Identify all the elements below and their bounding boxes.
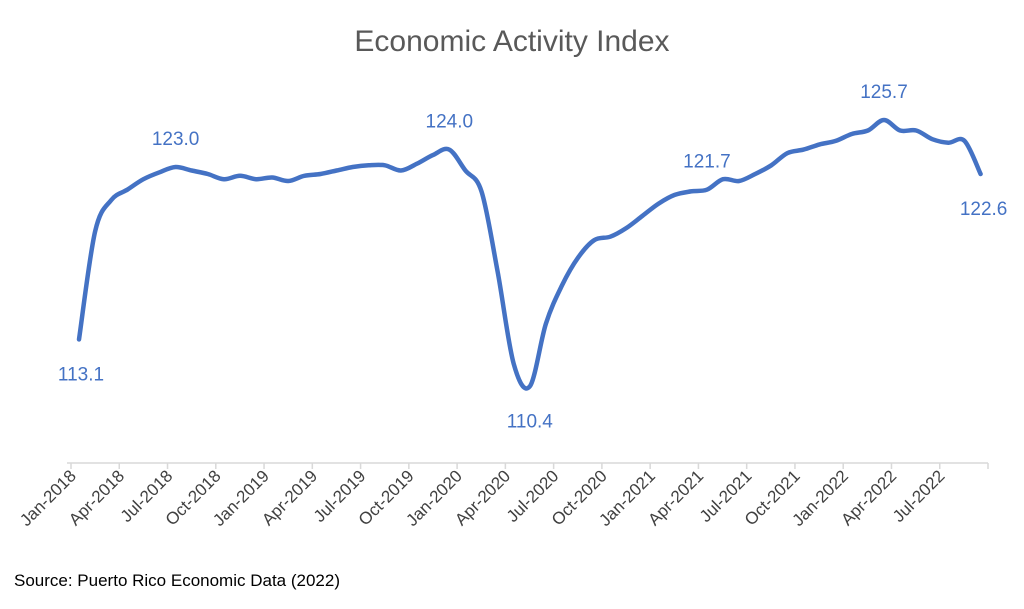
source-note: Source: Puerto Rico Economic Data (2022)	[14, 571, 340, 590]
data-label: 110.4	[507, 411, 554, 432]
data-label: 121.7	[683, 152, 731, 173]
data-label: 123.0	[152, 129, 200, 150]
series-line	[76, 117, 983, 391]
data-label: 122.6	[960, 199, 1008, 220]
data-label: 125.7	[860, 82, 908, 103]
x-axis-tick-labels: Jan-2018Apr-2018Jul-2018Oct-2018Jan-2019…	[16, 466, 948, 530]
data-label: 124.0	[426, 112, 474, 133]
data-labels: 113.1 123.0 124.0 110.4 121.7 125.7 122.6	[58, 82, 1007, 432]
data-label: 113.1	[58, 364, 104, 385]
x-axis-ticks	[70, 463, 989, 469]
x-tick-label: Jul-2022	[889, 466, 949, 526]
chart-title: Economic Activity Index	[354, 25, 669, 58]
